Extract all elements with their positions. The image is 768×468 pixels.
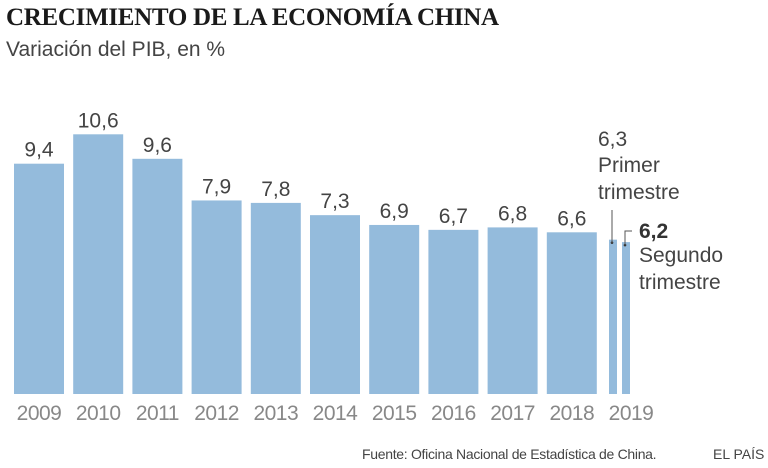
data-label-2009: 9,4: [24, 139, 54, 162]
data-label-2017: 6,8: [498, 202, 527, 225]
leader-line-q2: [624, 230, 632, 245]
annotation-q2-line2: trimestre: [639, 271, 721, 294]
x-tick-2010: 2010: [76, 402, 121, 425]
annotation-q2-value: 6,2: [639, 220, 668, 243]
annotation-q1-line1: Primer: [598, 154, 660, 177]
x-tick-2017: 2017: [490, 402, 535, 425]
chart-title: CRECIMIENTO DE LA ECONOMÍA CHINA: [6, 4, 499, 31]
bar-2011: [132, 158, 183, 394]
data-label-2015: 6,9: [380, 200, 409, 223]
x-tick-2012: 2012: [194, 402, 239, 425]
annotation-q2-line1: Segundo: [639, 244, 723, 267]
bar-2009: [14, 163, 64, 394]
data-label-2010: 10,6: [78, 109, 119, 132]
data-label-2014: 7,3: [320, 190, 349, 213]
x-tick-2011: 2011: [136, 402, 179, 425]
x-tick-2013: 2013: [253, 402, 298, 425]
annotation-q1-value: 6,3: [598, 128, 627, 151]
x-tick-2014: 2014: [313, 402, 359, 425]
bar-2015: [369, 224, 420, 394]
marker-dot-q2: [623, 243, 627, 247]
bar-2019-q2: [622, 242, 630, 394]
x-tick-2015: 2015: [372, 402, 417, 425]
brand-logo: EL PAÍS: [713, 446, 765, 462]
source-note: Fuente: Oficina Nacional de Estadística …: [362, 446, 657, 462]
x-tick-2016: 2016: [431, 402, 476, 425]
bar-2019-q1: [609, 239, 617, 394]
x-tick-2019: 2019: [609, 402, 654, 425]
bar-2017: [487, 227, 538, 394]
bar-2012: [191, 200, 242, 394]
data-label-2018: 6,6: [557, 207, 586, 230]
x-tick-2009: 2009: [17, 402, 62, 425]
bar-2014: [310, 215, 360, 394]
bar-2018: [546, 232, 597, 394]
bar-2016: [428, 229, 479, 394]
data-label-2016: 6,7: [439, 205, 468, 228]
bar-2013: [250, 202, 301, 394]
data-label-2011: 9,6: [143, 134, 172, 157]
chart-subtitle: Variación del PIB, en %: [6, 38, 226, 61]
annotation-q1-line2: trimestre: [598, 181, 680, 204]
data-label-2012: 7,9: [202, 175, 231, 198]
x-tick-2018: 2018: [549, 402, 594, 425]
data-label-2013: 7,8: [261, 178, 290, 201]
bar-2010: [73, 134, 124, 395]
